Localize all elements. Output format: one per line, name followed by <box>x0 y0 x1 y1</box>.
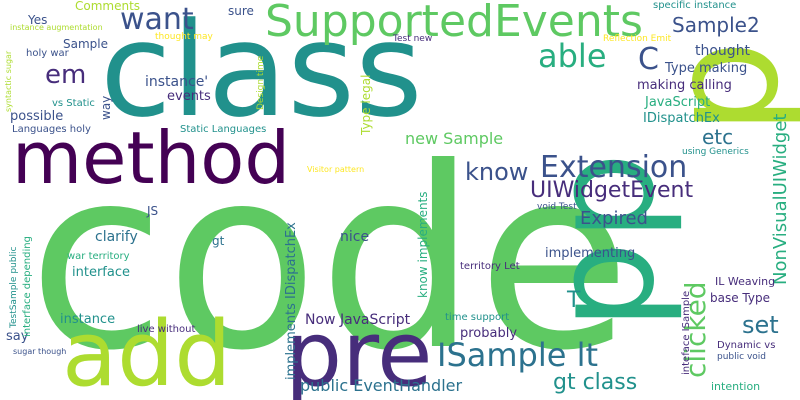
word-clarify: clarify <box>95 229 138 245</box>
word-em: em <box>45 60 87 90</box>
word-type-making: Type making <box>665 61 748 76</box>
word-interface-depending: interface depending <box>22 236 33 337</box>
word-class: class <box>100 0 423 146</box>
word-say: say <box>6 329 29 344</box>
word-expired: Expired <box>580 208 648 229</box>
word-inteface-isample: inteface ISample <box>681 290 692 375</box>
word-nonvisualuiwidget: NonVisualUIWidget <box>770 113 791 286</box>
word-events: events <box>167 89 211 104</box>
word-add: add <box>62 302 232 400</box>
word-yes: Yes <box>28 13 48 27</box>
word-reflection-emit: Reflection Emit <box>603 34 672 44</box>
word-sample: Sample <box>63 37 108 51</box>
word-public-void: public void <box>717 352 766 362</box>
word-method: method <box>12 116 291 200</box>
word-intention: intention <box>711 380 761 393</box>
word-holy-war: holy war <box>26 48 69 59</box>
word-void-test: void Test <box>537 202 577 212</box>
word-javascript: JavaScript <box>645 95 711 110</box>
word-visitor-pattern: Visitor pattern <box>307 165 365 174</box>
word-isample-lt: ISample lt <box>437 336 599 374</box>
word-interface: interface <box>72 265 130 280</box>
word-implementing: implementing <box>545 246 636 261</box>
word-il-weaving: IL Weaving <box>715 275 776 288</box>
word-testsample-public: TestSample public <box>9 246 19 328</box>
word-t: T <box>567 288 581 313</box>
word-territory-let: territory Let <box>460 261 520 272</box>
word-set: set <box>742 311 779 339</box>
word-public-eventhandler: public EventHandler <box>300 376 463 395</box>
word-supportedevents: SupportedEvents <box>265 0 643 47</box>
word-specific-instance: specific instance <box>653 0 737 11</box>
word-js: JS <box>147 204 159 218</box>
word-base-type: base Type <box>710 291 770 305</box>
word-know-implements: know implements <box>416 191 430 298</box>
word-code: code <box>28 114 631 400</box>
word-dynamic-vs: Dynamic vs <box>717 340 776 351</box>
word-gt: gt <box>212 234 225 248</box>
word-extension: Extension <box>540 150 688 185</box>
word-sugar-though: sugar though <box>13 347 67 356</box>
word-possible: possible <box>10 109 64 124</box>
word-static-languages: Static Languages <box>180 124 267 135</box>
word-war-territory: war territory <box>67 251 130 262</box>
word-making-calling: making calling <box>637 78 732 93</box>
word-new-sample: new Sample <box>405 129 504 148</box>
word-idispatchex: IDispatchEx <box>643 111 720 126</box>
word-instance: instance' <box>145 74 209 90</box>
word-c: C <box>638 42 659 77</box>
word-languages-holy: Languages holy <box>12 124 91 135</box>
word-gt-class: gt class <box>553 370 638 395</box>
word-uiwidgetevent: UIWidgetEvent <box>530 178 694 203</box>
word-able: able <box>538 37 607 75</box>
word-comments: Comments <box>75 0 141 13</box>
word-sample2: Sample2 <box>672 13 760 37</box>
word-probably: probably <box>460 326 518 341</box>
word-live-without: live without <box>137 324 196 335</box>
word-way: way <box>99 95 113 120</box>
word-know: know <box>465 158 529 186</box>
word-time-support: time support <box>445 312 510 323</box>
word-type-legal: Type legal <box>359 74 373 135</box>
word-sure: sure <box>228 4 254 18</box>
word-pre: pre <box>285 302 433 400</box>
word-instance-augmentation: instance augmentation <box>10 23 103 32</box>
word-instance: instance <box>60 312 116 327</box>
word-vs-static: vs Static <box>52 98 95 109</box>
word-thought: thought <box>695 43 751 59</box>
word-now-javascript: Now JavaScript <box>305 312 411 328</box>
word-syntactic-sugar: syntactic sugar <box>4 50 13 112</box>
word-nice: nice <box>340 229 370 245</box>
word-etc: etc <box>702 125 734 149</box>
word-implements-idispatchex: implements IDispatchEx <box>284 222 299 380</box>
word-design-time: Design time <box>256 55 266 110</box>
word-want: want <box>120 2 194 37</box>
word-thought-may: thought may <box>155 32 213 42</box>
word-test-new: Test new <box>393 34 433 44</box>
word-using-generics: using Generics <box>682 147 749 157</box>
